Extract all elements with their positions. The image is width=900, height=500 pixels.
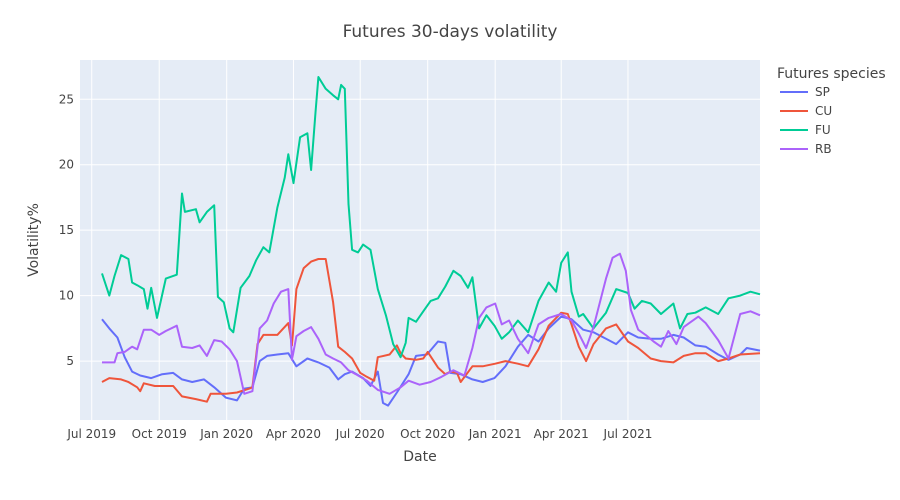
x-gridlines	[91, 60, 629, 420]
series-lines	[101, 76, 761, 407]
y-gridlines	[80, 98, 760, 362]
y-tick-label: 5	[66, 354, 74, 368]
legend-item-fu[interactable]: FU	[780, 123, 831, 137]
legend-item-rb[interactable]: RB	[780, 142, 832, 156]
legend-label: SP	[815, 85, 830, 99]
series-line-rb[interactable]	[102, 252, 761, 395]
y-axis-ticks: 5 10 15 20 25	[59, 92, 74, 368]
legend-item-sp[interactable]: SP	[780, 85, 830, 99]
x-tick-label: Jul 2019	[66, 427, 116, 441]
x-tick-label: Oct 2019	[132, 427, 187, 441]
x-tick-label: Jan 2020	[199, 427, 253, 441]
series-line-fu[interactable]	[101, 76, 761, 359]
x-tick-label: Oct 2020	[400, 427, 455, 441]
x-tick-label: Jul 2021	[603, 427, 653, 441]
legend-item-cu[interactable]: CU	[780, 104, 832, 118]
legend-label: CU	[815, 104, 832, 118]
plot-background	[80, 60, 760, 420]
x-axis-ticks: Jul 2019 Oct 2019 Jan 2020 Apr 2020 Jul 2020…	[66, 427, 652, 441]
y-axis-title: Volatility%	[26, 203, 42, 277]
legend[interactable]: Futures species SP CU FU RB	[777, 66, 886, 156]
x-tick-label: Apr 2020	[266, 427, 321, 441]
chart-title: Futures 30-days volatility	[343, 22, 558, 42]
legend-title: Futures species	[777, 66, 886, 82]
x-tick-label: Jul 2020	[335, 427, 385, 441]
y-tick-label: 20	[59, 158, 74, 172]
series-line-cu[interactable]	[101, 258, 761, 403]
legend-label: FU	[815, 123, 831, 137]
x-tick-label: Apr 2021	[534, 427, 589, 441]
y-tick-label: 25	[59, 92, 74, 106]
series-line-sp[interactable]	[101, 315, 761, 407]
x-tick-label: Jan 2021	[468, 427, 522, 441]
legend-items[interactable]: SP CU FU RB	[780, 85, 832, 156]
legend-label: RB	[815, 142, 832, 156]
y-tick-label: 15	[59, 223, 74, 237]
x-axis-title: Date	[403, 449, 436, 465]
y-tick-label: 10	[59, 289, 74, 303]
